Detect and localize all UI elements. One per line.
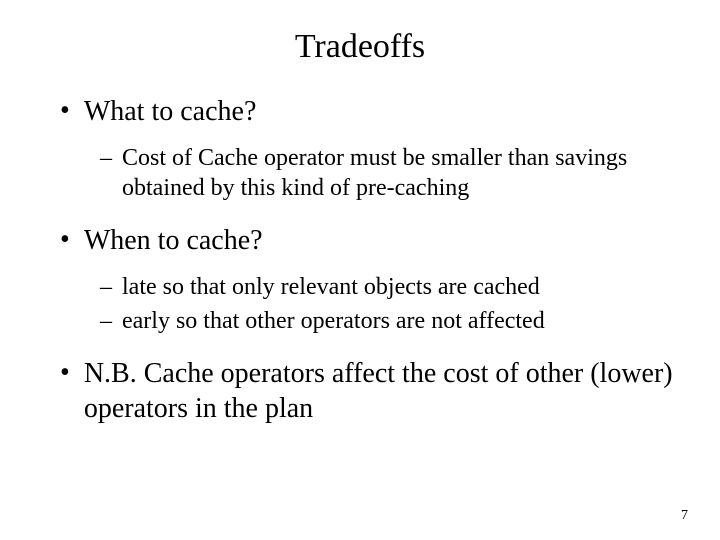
sub-bullet-text: early so that other operators are not af…	[122, 306, 545, 336]
bullet-text: What to cache?	[84, 94, 257, 129]
bullet-what-to-cache: • What to cache?	[60, 94, 680, 129]
sub-bullet-late: – late so that only relevant objects are…	[100, 272, 680, 302]
slide-title: Tradeoffs	[40, 28, 680, 66]
dash-icon: –	[100, 306, 112, 336]
bullet-when-to-cache: • When to cache?	[60, 223, 680, 258]
bullet-dot-icon: •	[60, 223, 70, 257]
sub-bullet-early: – early so that other operators are not …	[100, 306, 680, 336]
bullet-text: N.B. Cache operators affect the cost of …	[84, 356, 680, 426]
dash-icon: –	[100, 143, 112, 173]
sub-bullet-cost: – Cost of Cache operator must be smaller…	[100, 143, 680, 203]
sub-bullet-text: late so that only relevant objects are c…	[122, 272, 540, 302]
bullet-nb: • N.B. Cache operators affect the cost o…	[60, 356, 680, 426]
bullet-text: When to cache?	[84, 223, 263, 258]
sub-bullet-text: Cost of Cache operator must be smaller t…	[122, 143, 680, 203]
page-number: 7	[681, 508, 688, 524]
bullet-dot-icon: •	[60, 94, 70, 128]
bullet-dot-icon: •	[60, 356, 70, 390]
dash-icon: –	[100, 272, 112, 302]
